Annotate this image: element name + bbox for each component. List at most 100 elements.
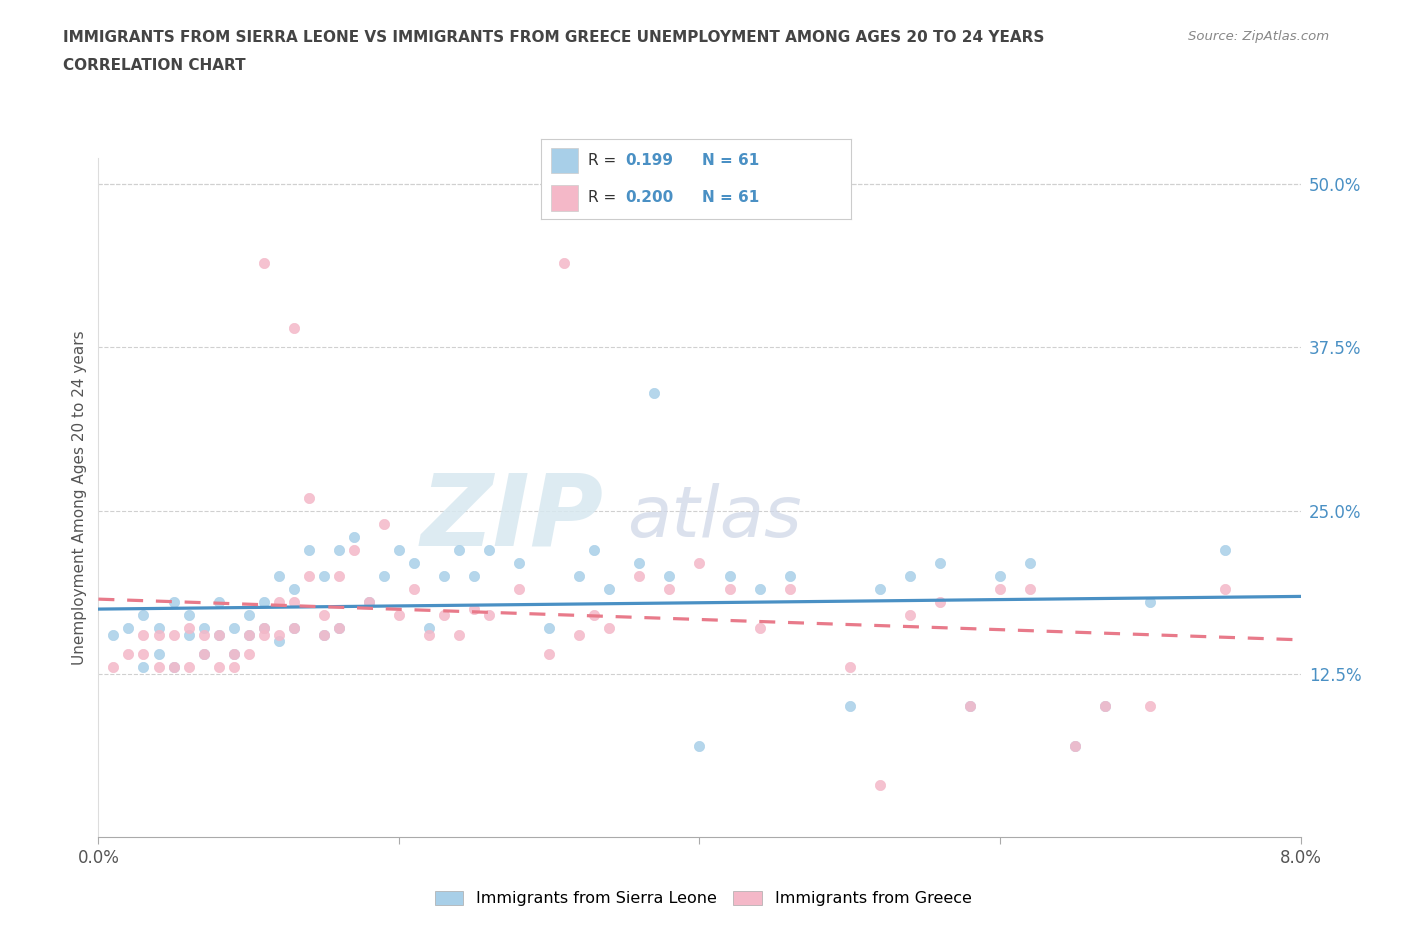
Point [433, 568, 456, 583]
Point [193, 627, 215, 642]
Point [388, 607, 411, 622]
Point [298, 542, 321, 557]
Point [357, 594, 380, 609]
Point [253, 620, 276, 635]
Point [959, 699, 981, 714]
Point [463, 601, 485, 616]
Point [177, 660, 200, 675]
Point [869, 777, 891, 792]
Point [1019, 581, 1042, 596]
Point [162, 594, 184, 609]
Text: N = 61: N = 61 [702, 153, 759, 168]
Point [148, 646, 170, 661]
Point [283, 581, 305, 596]
Point [298, 568, 321, 583]
Point [779, 568, 801, 583]
Point [748, 620, 770, 635]
Point [312, 607, 335, 622]
Point [238, 607, 260, 622]
Point [838, 660, 860, 675]
Point [689, 555, 711, 570]
Point [373, 568, 395, 583]
Point [177, 607, 200, 622]
Point [1139, 699, 1161, 714]
Point [1215, 581, 1237, 596]
Point [402, 555, 425, 570]
Y-axis label: Unemployment Among Ages 20 to 24 years: Unemployment Among Ages 20 to 24 years [72, 330, 87, 665]
Point [418, 627, 440, 642]
Point [538, 646, 561, 661]
Bar [551, 148, 578, 174]
Text: atlas: atlas [627, 484, 801, 552]
Point [583, 542, 606, 557]
Point [193, 620, 215, 635]
Point [1215, 542, 1237, 557]
Point [132, 660, 155, 675]
Point [373, 516, 395, 531]
Point [959, 699, 981, 714]
Point [838, 699, 860, 714]
Point [312, 627, 335, 642]
Point [538, 620, 561, 635]
Point [162, 627, 184, 642]
Bar [551, 185, 578, 211]
Text: CORRELATION CHART: CORRELATION CHART [63, 58, 246, 73]
Point [328, 542, 350, 557]
Point [343, 542, 366, 557]
Point [1094, 699, 1116, 714]
Point [508, 581, 530, 596]
Point [238, 646, 260, 661]
Point [148, 660, 170, 675]
Point [208, 627, 231, 642]
Point [598, 581, 620, 596]
Point [1064, 738, 1087, 753]
Point [1019, 555, 1042, 570]
Point [177, 620, 200, 635]
Point [208, 660, 231, 675]
Point [328, 620, 350, 635]
Point [238, 627, 260, 642]
Point [117, 620, 139, 635]
Point [928, 594, 950, 609]
Point [162, 660, 184, 675]
Point [568, 627, 591, 642]
Point [298, 490, 321, 505]
Point [328, 620, 350, 635]
Text: 0.200: 0.200 [624, 191, 673, 206]
Point [988, 568, 1011, 583]
Point [418, 620, 440, 635]
Point [253, 620, 276, 635]
Point [162, 660, 184, 675]
Point [208, 627, 231, 642]
Point [433, 607, 456, 622]
Point [328, 568, 350, 583]
Point [357, 594, 380, 609]
Point [103, 627, 125, 642]
Point [343, 529, 366, 544]
Point [869, 581, 891, 596]
Point [148, 620, 170, 635]
Point [402, 581, 425, 596]
Point [283, 620, 305, 635]
Point [177, 627, 200, 642]
Point [988, 581, 1011, 596]
Point [132, 646, 155, 661]
Point [643, 386, 665, 401]
Point [463, 568, 485, 583]
Point [253, 594, 276, 609]
Point [283, 620, 305, 635]
Legend: Immigrants from Sierra Leone, Immigrants from Greece: Immigrants from Sierra Leone, Immigrants… [429, 884, 977, 912]
Point [689, 738, 711, 753]
Point [748, 581, 770, 596]
Point [103, 660, 125, 675]
Point [222, 646, 245, 661]
Point [117, 646, 139, 661]
Point [267, 633, 290, 648]
Point [253, 255, 276, 270]
Point [718, 581, 741, 596]
Point [553, 255, 575, 270]
Point [267, 568, 290, 583]
Point [447, 542, 470, 557]
Point [253, 627, 276, 642]
Text: ZIP: ZIP [420, 470, 603, 566]
